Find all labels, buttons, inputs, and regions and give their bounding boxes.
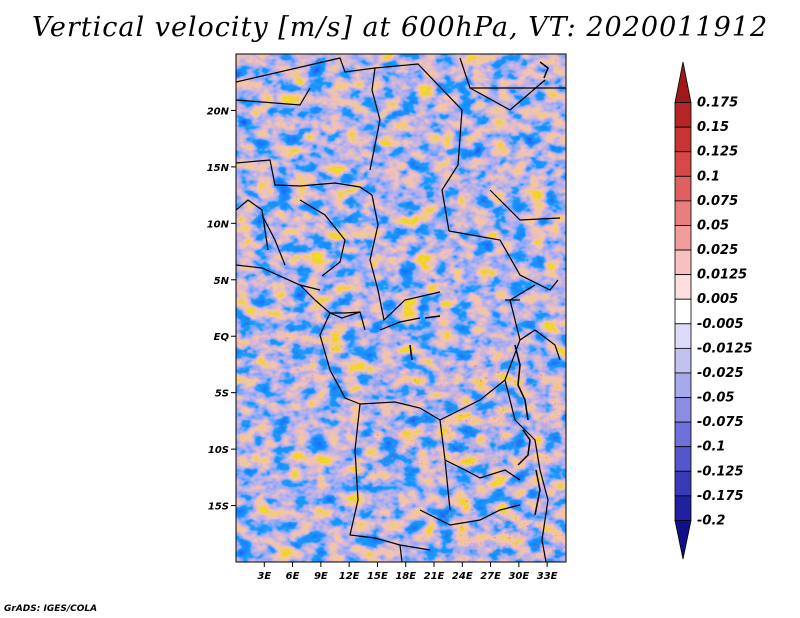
colorbar-swatch bbox=[674, 298, 692, 325]
colorbar-label: 0.0125 bbox=[697, 268, 747, 283]
colorbar-label: 0.15 bbox=[697, 120, 729, 135]
lat-tick-label: 15S bbox=[208, 502, 229, 513]
colorbar-swatch bbox=[674, 126, 692, 153]
lat-tick-label: 5N bbox=[214, 276, 230, 287]
colorbar-swatch bbox=[674, 61, 692, 103]
colorbar-label: 0.125 bbox=[697, 145, 738, 160]
longitude-axis: 3E 6E 9E 12E 15E 18E 21E 24E 27E 30E 33E bbox=[257, 562, 558, 582]
colorbar-label: 0.1 bbox=[697, 169, 720, 184]
lon-tick-label: 27E bbox=[480, 571, 501, 582]
colorbar-label: -0.175 bbox=[697, 489, 744, 504]
country-borders bbox=[236, 57, 566, 562]
latitude-axis: 20N 15N 10N 5N EQ 5S 10S 15S bbox=[207, 106, 236, 513]
lon-tick-label: 21E bbox=[424, 571, 445, 582]
colorbar-label: -0.2 bbox=[697, 513, 725, 528]
colorbar-label: -0.075 bbox=[697, 415, 744, 430]
lat-tick-label: 5S bbox=[215, 389, 229, 400]
colorbar-label: -0.025 bbox=[697, 366, 744, 381]
colorbar-swatch bbox=[674, 421, 692, 448]
colorbar-swatch bbox=[674, 347, 692, 374]
lon-tick-label: 30E bbox=[508, 571, 529, 582]
colorbar-swatch bbox=[674, 151, 692, 177]
colorbar-swatch bbox=[674, 397, 692, 423]
colorbar-swatch bbox=[674, 446, 692, 472]
lon-tick-label: 24E bbox=[452, 571, 473, 582]
velocity-field bbox=[236, 54, 566, 562]
credit-label: GrADS: IGES/COLA bbox=[4, 604, 98, 614]
colorbar-label: -0.0125 bbox=[697, 341, 753, 356]
colorbar-swatch bbox=[674, 249, 692, 276]
lon-tick-label: 6E bbox=[286, 571, 300, 582]
colorbar-label: 0.175 bbox=[697, 96, 738, 111]
colorbar-swatch bbox=[674, 520, 692, 560]
lon-tick-label: 33E bbox=[537, 571, 558, 582]
lon-tick-label: 18E bbox=[395, 571, 416, 582]
colorbar-swatch bbox=[674, 175, 692, 202]
chart-title: Vertical velocity [m/s] at 600hPa, VT: 2… bbox=[31, 12, 769, 43]
lat-tick-label: 20N bbox=[207, 106, 230, 117]
lat-tick-label: 15N bbox=[207, 163, 230, 174]
colorbar-label: -0.005 bbox=[697, 317, 744, 332]
colorbar-swatch bbox=[674, 495, 692, 521]
lat-tick-label: EQ bbox=[214, 332, 230, 343]
colorbar-swatch bbox=[674, 274, 692, 300]
colorbar: 0.175 0.15 0.125 0.1 0.075 0.05 0.025 0.0125 0.0… bbox=[674, 61, 753, 560]
colorbar-swatch bbox=[674, 200, 692, 226]
lat-tick-label: 10N bbox=[207, 219, 230, 230]
colorbar-label: 0.025 bbox=[697, 243, 738, 258]
colorbar-label: 0.005 bbox=[697, 292, 738, 307]
colorbar-label: 0.075 bbox=[697, 194, 738, 209]
colorbar-swatch bbox=[674, 372, 692, 398]
lon-tick-label: 12E bbox=[339, 571, 360, 582]
lon-tick-label: 9E bbox=[314, 571, 328, 582]
colorbar-swatch bbox=[674, 102, 692, 128]
lon-tick-label: 15E bbox=[367, 571, 388, 582]
colorbar-swatch bbox=[674, 323, 692, 349]
colorbar-swatch bbox=[674, 225, 692, 251]
lon-tick-label: 3E bbox=[257, 571, 271, 582]
lakes bbox=[409, 61, 549, 516]
colorbar-label: -0.1 bbox=[697, 440, 725, 455]
colorbar-label: -0.125 bbox=[697, 464, 744, 479]
colorbar-label: -0.05 bbox=[697, 391, 734, 406]
colorbar-swatch bbox=[674, 470, 692, 497]
map-frame bbox=[235, 53, 567, 563]
colorbar-label: 0.05 bbox=[697, 218, 729, 233]
lat-tick-label: 10S bbox=[208, 445, 229, 456]
